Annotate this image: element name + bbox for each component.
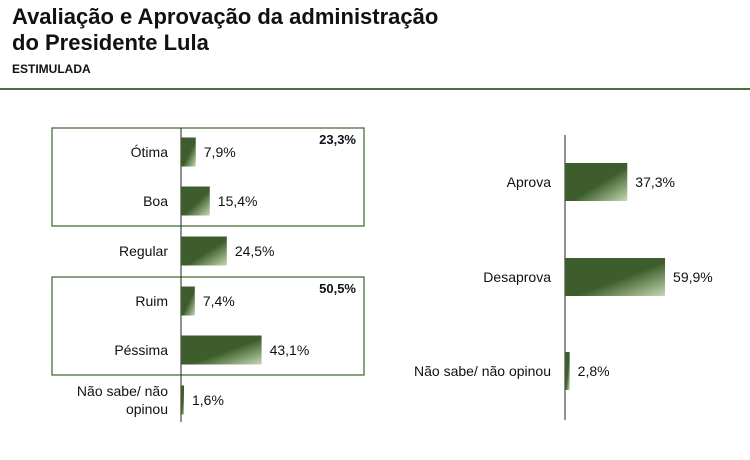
value-label-ruim: 7,4% [203, 293, 235, 309]
category-label-aprova: Aprova [507, 174, 552, 190]
value-label-regular: 24,5% [235, 243, 275, 259]
bar-regular [181, 236, 227, 266]
bar-ruim [181, 286, 195, 316]
bar-desaprova [565, 258, 666, 296]
category-label-otima: Ótima [131, 144, 169, 160]
header-divider [0, 88, 750, 90]
bar-boa [181, 186, 210, 216]
aprovacao-chart: Aprova 37,3% Desaprova 59,9% Não sabe/ não o… [414, 135, 713, 420]
value-label-nao-sabe-nao-opinou: 2,8% [578, 363, 610, 379]
group-total-label-1: 23,3% [319, 132, 356, 147]
bar-aprova [565, 163, 628, 201]
chart-title: Avaliação e Aprovação da administração d… [12, 4, 438, 56]
chart-title-line1: Avaliação e Aprovação da administração [12, 4, 439, 29]
value-label-pessima: 43,1% [270, 342, 310, 358]
group-frame-1 [51, 127, 365, 227]
chart-subtitle: ESTIMULADA [12, 62, 91, 76]
group-frame-2 [51, 276, 365, 376]
group-total-label-2: 50,5% [319, 281, 356, 296]
category-label-desaprova: Desaprova [483, 269, 551, 285]
category-label-ruim: Ruim [135, 293, 168, 309]
category-label-regular: Regular [119, 243, 168, 259]
bar-otima [181, 137, 196, 167]
value-label-boa: 15,4% [218, 193, 258, 209]
category-label-pessima: Péssima [114, 342, 168, 358]
value-label-nao-sabe-nao-opinou: 1,6% [192, 392, 224, 408]
avaliacao-chart: 23,3% 50,5% Ótima 7,9% Boa 15,4% Regular 24,5% R… [51, 127, 365, 422]
value-label-aprova: 37,3% [635, 174, 675, 190]
value-label-desaprova: 59,9% [673, 269, 713, 285]
category-label-boa: Boa [143, 193, 168, 209]
category-label-nao-sabe-nao-opinou: Não sabe/ não opinou [77, 383, 168, 417]
chart-title-line2: do Presidente Lula [12, 30, 209, 55]
bar-nao-sabe-nao-opinou [181, 385, 184, 415]
bar-nao-sabe-nao-opinou [565, 352, 570, 390]
value-label-otima: 7,9% [204, 144, 236, 160]
category-label-nao-sabe-nao-opinou: Não sabe/ não opinou [414, 363, 551, 379]
bar-pessima [181, 335, 262, 365]
